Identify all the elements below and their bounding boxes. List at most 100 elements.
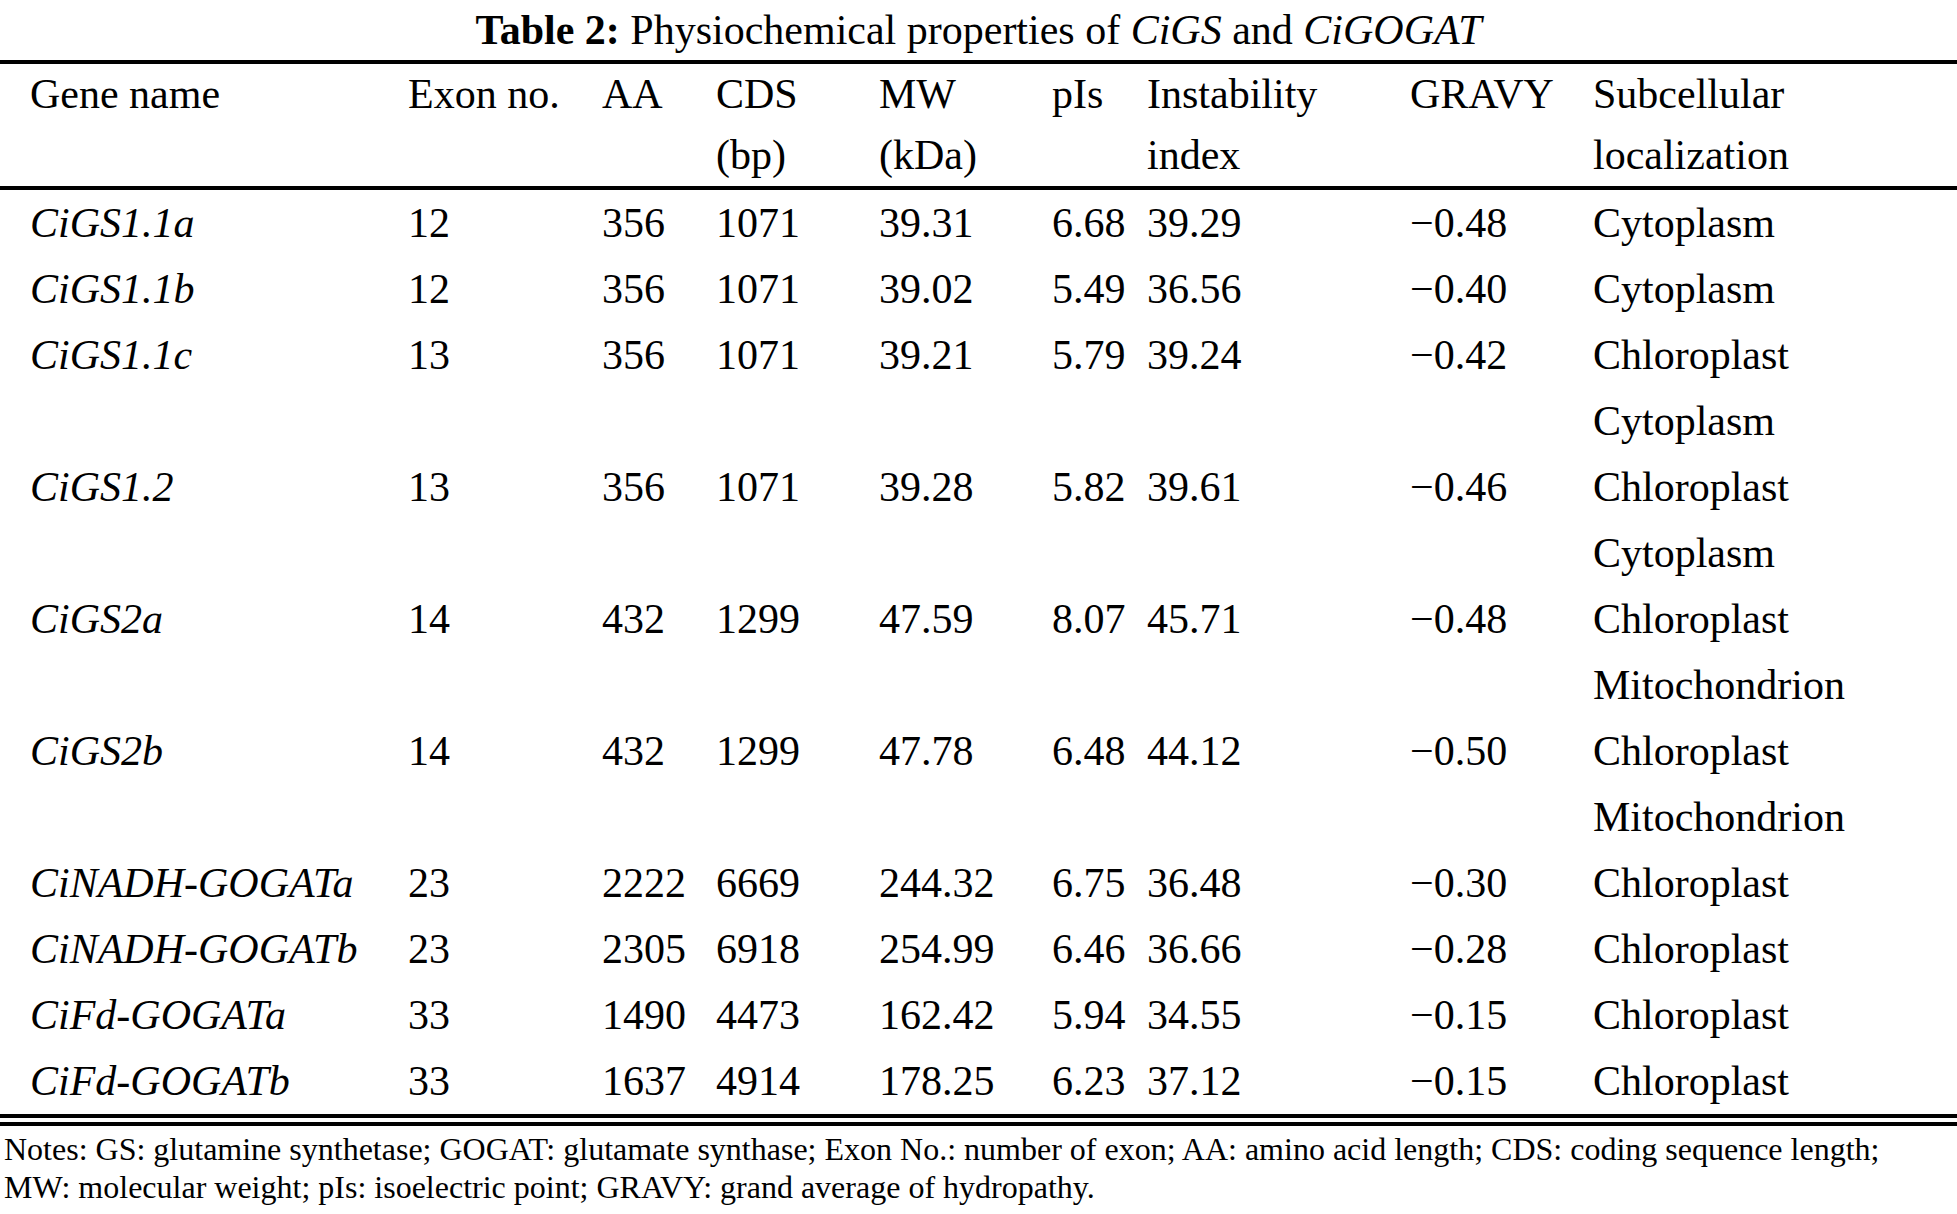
cell-localization: Chloroplast	[1593, 1048, 1957, 1114]
col-header-gene-name: Gene name	[0, 64, 408, 188]
cell-mw: 39.31	[879, 188, 1052, 256]
cell-localization: Chloroplast	[1593, 850, 1957, 916]
cell-gravy: −0.48	[1410, 188, 1593, 256]
cell-instability: 39.29	[1147, 188, 1410, 256]
cell-cds: 6669	[716, 850, 879, 916]
cell-aa: 1637	[602, 1048, 716, 1114]
cell-gene-name: CiGS1.2	[0, 454, 408, 586]
cell-pis: 5.79	[1052, 322, 1147, 454]
col-header-instability-index: Instabilityindex	[1147, 64, 1410, 188]
table-row: CiFd-GOGATb 33 1637 4914 178.25 6.23 37.…	[0, 1048, 1957, 1114]
cell-cds: 1071	[716, 322, 879, 454]
cell-mw: 254.99	[879, 916, 1052, 982]
cell-instability: 39.61	[1147, 454, 1410, 586]
table-notes: Notes: GS: glutamine synthetase; GOGAT: …	[0, 1130, 1957, 1206]
cell-gene-name: CiGS2a	[0, 586, 408, 718]
cell-gravy: −0.40	[1410, 256, 1593, 322]
cell-exon-no: 33	[408, 982, 602, 1048]
cell-pis: 5.82	[1052, 454, 1147, 586]
cell-cds: 1299	[716, 718, 879, 850]
col-header-gravy: GRAVY	[1410, 64, 1593, 188]
table-row: CiFd-GOGATa 33 1490 4473 162.42 5.94 34.…	[0, 982, 1957, 1048]
paper-table-page: Table 2: Physiochemical properties of Ci…	[0, 0, 1957, 1214]
cell-aa: 1490	[602, 982, 716, 1048]
cell-exon-no: 13	[408, 322, 602, 454]
physiochemical-properties-table: Gene name Exon no. AA CDS(bp) MW(kDa) pI…	[0, 64, 1957, 1114]
table-rules-frame: Gene name Exon no. AA CDS(bp) MW(kDa) pI…	[0, 60, 1957, 1126]
table-caption-text: Physiochemical properties of	[630, 7, 1120, 53]
cell-gene-name: CiGS1.1c	[0, 322, 408, 454]
cell-exon-no: 13	[408, 454, 602, 586]
table-body: CiGS1.1a 12 356 1071 39.31 6.68 39.29 −0…	[0, 188, 1957, 1114]
cell-pis: 6.48	[1052, 718, 1147, 850]
cell-gravy: −0.42	[1410, 322, 1593, 454]
header-row: Gene name Exon no. AA CDS(bp) MW(kDa) pI…	[0, 64, 1957, 188]
cell-pis: 5.94	[1052, 982, 1147, 1048]
notes-line-1: Notes: GS: glutamine synthetase; GOGAT: …	[4, 1130, 1957, 1168]
cell-cds: 1071	[716, 454, 879, 586]
cell-exon-no: 33	[408, 1048, 602, 1114]
table-row: CiGS1.2 13 356 1071 39.28 5.82 39.61 −0.…	[0, 454, 1957, 586]
cell-exon-no: 23	[408, 850, 602, 916]
col-header-aa: AA	[602, 64, 716, 188]
cell-instability: 39.24	[1147, 322, 1410, 454]
col-header-exon-no: Exon no.	[408, 64, 602, 188]
cell-instability: 34.55	[1147, 982, 1410, 1048]
cell-mw: 47.59	[879, 586, 1052, 718]
table-row: CiGS1.1b 12 356 1071 39.02 5.49 36.56 −0…	[0, 256, 1957, 322]
cell-aa: 356	[602, 322, 716, 454]
cell-localization: Cytoplasm	[1593, 188, 1957, 256]
table-row: CiGS1.1c 13 356 1071 39.21 5.79 39.24 −0…	[0, 322, 1957, 454]
table-caption-conj: and	[1232, 7, 1293, 53]
cell-instability: 45.71	[1147, 586, 1410, 718]
cell-localization: ChloroplastCytoplasm	[1593, 454, 1957, 586]
cell-localization: ChloroplastMitochondrion	[1593, 718, 1957, 850]
cell-gravy: −0.30	[1410, 850, 1593, 916]
cell-aa: 432	[602, 718, 716, 850]
col-header-mw: MW(kDa)	[879, 64, 1052, 188]
table-header: Gene name Exon no. AA CDS(bp) MW(kDa) pI…	[0, 64, 1957, 188]
cell-pis: 6.75	[1052, 850, 1147, 916]
notes-line-2: MW: molecular weight; pIs: isoelectric p…	[4, 1168, 1957, 1206]
cell-aa: 356	[602, 454, 716, 586]
cell-pis: 8.07	[1052, 586, 1147, 718]
cell-gene-name: CiGS2b	[0, 718, 408, 850]
table-caption: Table 2: Physiochemical properties of Ci…	[0, 0, 1957, 60]
cell-pis: 6.23	[1052, 1048, 1147, 1114]
cell-pis: 6.68	[1052, 188, 1147, 256]
cell-gravy: −0.15	[1410, 1048, 1593, 1114]
cell-mw: 39.21	[879, 322, 1052, 454]
table-caption-gene2: CiGOGAT	[1303, 7, 1481, 53]
cell-gravy: −0.15	[1410, 982, 1593, 1048]
cell-instability: 36.48	[1147, 850, 1410, 916]
cell-pis: 5.49	[1052, 256, 1147, 322]
cell-mw: 39.28	[879, 454, 1052, 586]
cell-gravy: −0.50	[1410, 718, 1593, 850]
cell-cds: 4914	[716, 1048, 879, 1114]
cell-pis: 6.46	[1052, 916, 1147, 982]
cell-localization: Chloroplast	[1593, 916, 1957, 982]
cell-exon-no: 14	[408, 718, 602, 850]
cell-mw: 39.02	[879, 256, 1052, 322]
cell-localization: ChloroplastCytoplasm	[1593, 322, 1957, 454]
cell-gravy: −0.46	[1410, 454, 1593, 586]
cell-gene-name: CiGS1.1a	[0, 188, 408, 256]
cell-exon-no: 12	[408, 256, 602, 322]
col-header-subcellular-localization: Subcellularlocalization	[1593, 64, 1957, 188]
cell-aa: 432	[602, 586, 716, 718]
cell-gene-name: CiNADH-GOGATa	[0, 850, 408, 916]
cell-gene-name: CiNADH-GOGATb	[0, 916, 408, 982]
cell-cds: 4473	[716, 982, 879, 1048]
table-row: CiGS1.1a 12 356 1071 39.31 6.68 39.29 −0…	[0, 188, 1957, 256]
cell-localization: Cytoplasm	[1593, 256, 1957, 322]
table-row: CiNADH-GOGATa 23 2222 6669 244.32 6.75 3…	[0, 850, 1957, 916]
cell-localization: ChloroplastMitochondrion	[1593, 586, 1957, 718]
col-header-cds: CDS(bp)	[716, 64, 879, 188]
cell-gene-name: CiGS1.1b	[0, 256, 408, 322]
cell-instability: 37.12	[1147, 1048, 1410, 1114]
cell-gravy: −0.48	[1410, 586, 1593, 718]
cell-instability: 44.12	[1147, 718, 1410, 850]
table-row: CiGS2a 14 432 1299 47.59 8.07 45.71 −0.4…	[0, 586, 1957, 718]
cell-mw: 178.25	[879, 1048, 1052, 1114]
table-caption-label: Table 2:	[475, 7, 619, 53]
